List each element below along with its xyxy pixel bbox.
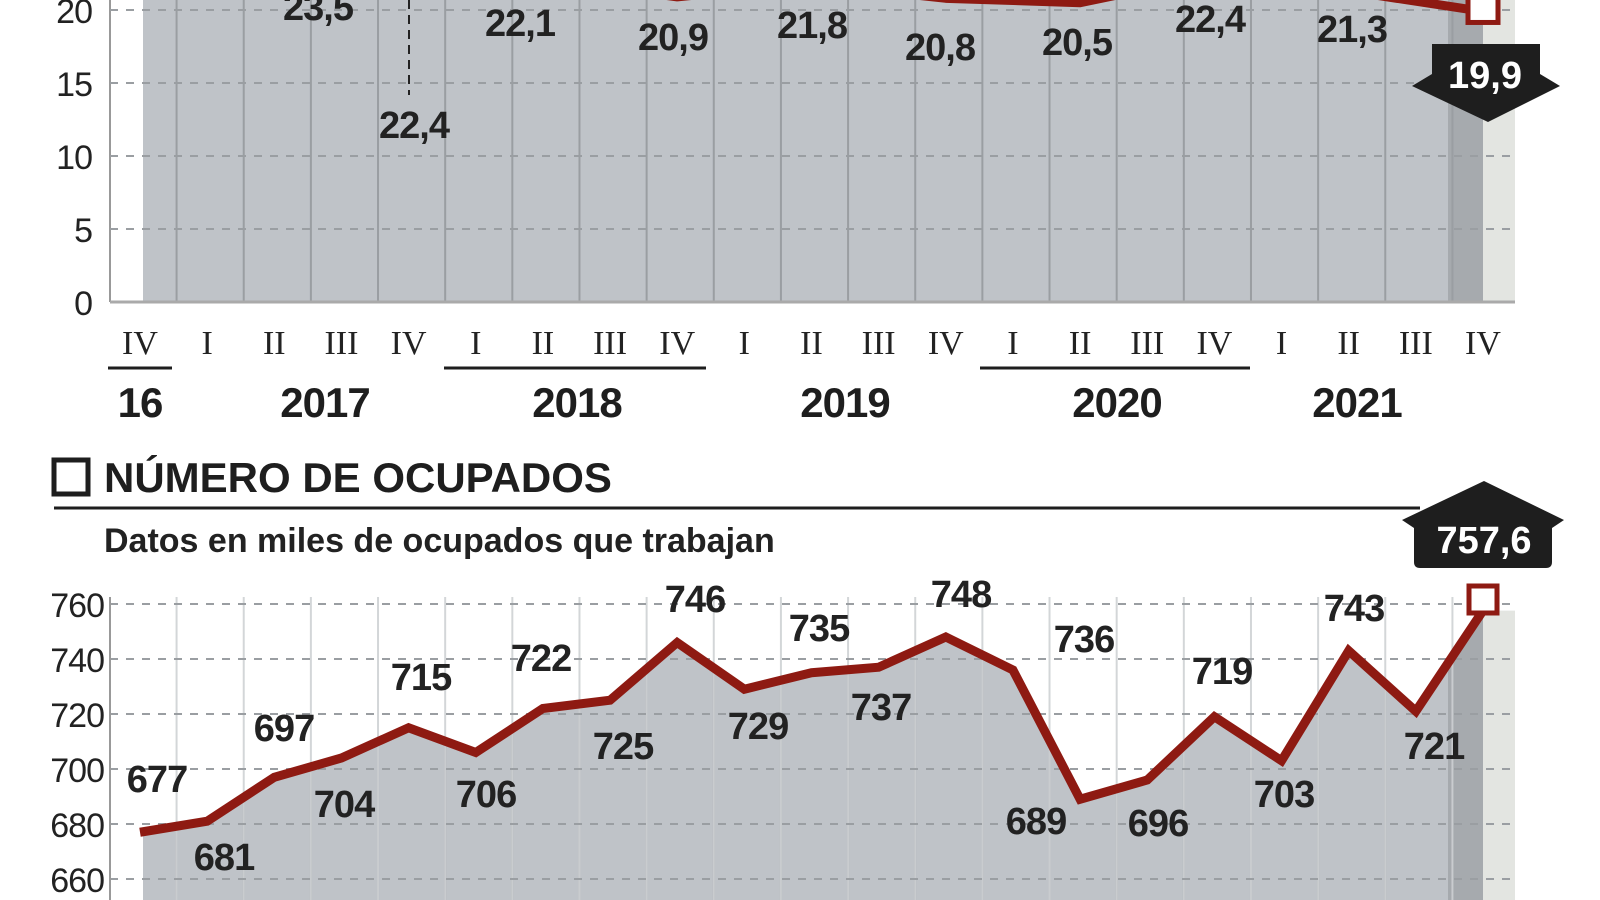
year-label: 16: [118, 379, 163, 426]
quarter-label: I: [1007, 325, 1018, 362]
data-label: 703: [1254, 774, 1314, 816]
quarter-label: IV: [391, 325, 427, 362]
data-label: 721: [1404, 726, 1465, 768]
data-label: 706: [456, 774, 516, 816]
y-tick-label: 740: [50, 642, 104, 680]
legend-square-icon: [51, 457, 91, 497]
data-label: 22,1: [485, 3, 556, 45]
quarter-label: I: [201, 325, 212, 362]
plot-background: [143, 0, 1448, 302]
y-tick-label: 720: [50, 697, 104, 735]
quarter-label: IV: [122, 325, 158, 362]
data-label: 22,4: [379, 105, 450, 147]
last-point-marker: [1466, 583, 1500, 616]
quarter-label: IV: [659, 325, 695, 362]
data-label: 20,8: [905, 27, 975, 69]
data-label: 722: [511, 638, 571, 680]
y-tick-label: 760: [50, 587, 104, 625]
data-label: 697: [254, 708, 314, 750]
bottom-chart-subtitle: Datos en miles de ocupados que trabajan: [104, 522, 775, 560]
top-chart: 0 5 10 15 20 23,5 22,4 22,1 20,9 21,8 20,8 20,5 22,4…: [56, 0, 1560, 323]
data-label: 21,8: [777, 5, 847, 47]
y-tick-label: 700: [50, 752, 104, 790]
quarter-label: IV: [1196, 325, 1232, 362]
data-label: 736: [1054, 619, 1114, 661]
data-label: 729: [728, 706, 788, 748]
quarter-label: II: [532, 325, 555, 362]
quarter-label: I: [1276, 325, 1287, 362]
data-label: 719: [1192, 651, 1252, 693]
data-label: 677: [127, 759, 187, 801]
data-label: 689: [1006, 801, 1066, 843]
y-tick-label: 0: [74, 285, 92, 323]
y-tick-label: 680: [50, 807, 104, 845]
quarter-label: III: [862, 325, 896, 362]
data-label: 737: [851, 687, 911, 729]
quarter-label: II: [1337, 325, 1360, 362]
quarter-label: III: [1130, 325, 1164, 362]
y-tick-label: 20: [56, 0, 92, 31]
y-tick-label: 10: [56, 139, 92, 177]
y-tick-label: 15: [56, 66, 92, 104]
quarter-label: II: [800, 325, 823, 362]
quarter-label: II: [1069, 325, 1092, 362]
highlight-band-light: [1483, 610, 1515, 900]
highlight-value-label: 757,6: [1436, 520, 1531, 562]
data-label: 725: [593, 726, 654, 768]
year-label: 2020: [1072, 379, 1161, 426]
quarter-label: I: [470, 325, 481, 362]
data-label: 696: [1128, 803, 1188, 845]
bottom-chart-title: NÚMERO DE OCUPADOS: [104, 453, 612, 501]
y-tick-label: 660: [50, 862, 104, 900]
x-axis: IV I II III IV I II III IV I II III IV I II III IV I II III…: [108, 325, 1501, 426]
data-label: 748: [931, 574, 991, 616]
data-label: 743: [1324, 588, 1384, 630]
data-label: 20,9: [638, 17, 708, 59]
data-label: 22,4: [1175, 0, 1246, 41]
quarter-label: III: [1399, 325, 1433, 362]
data-label: 735: [789, 608, 850, 650]
data-label: 715: [391, 657, 452, 699]
quarter-label: III: [324, 325, 358, 362]
quarter-label: IV: [1465, 325, 1501, 362]
quarter-label: III: [593, 325, 627, 362]
quarter-label: IV: [928, 325, 964, 362]
series-line: [139, 608, 1487, 837]
data-label: 704: [314, 784, 375, 826]
data-point: [1079, 1, 1082, 4]
last-point-marker: [1465, 0, 1501, 25]
y-tick-label: 5: [74, 212, 92, 250]
data-label: 681: [194, 837, 255, 879]
year-label: 2021: [1312, 379, 1402, 426]
data-label: 746: [665, 579, 725, 621]
down-arrow-badge: [1412, 44, 1560, 122]
up-arrow-badge: [1402, 481, 1564, 568]
data-label: 23,5: [283, 0, 354, 29]
year-label: 2018: [532, 379, 622, 426]
bottom-chart-header: NÚMERO DE OCUPADOS Datos en miles de ocu…: [51, 453, 1420, 560]
data-label: 20,5: [1042, 22, 1113, 64]
year-label: 2019: [800, 379, 889, 426]
highlight-value-label: 19,9: [1448, 55, 1522, 97]
quarter-label: II: [263, 325, 286, 362]
quarter-label: I: [739, 325, 750, 362]
data-label: 21,3: [1317, 9, 1387, 51]
year-label: 2017: [280, 379, 369, 426]
